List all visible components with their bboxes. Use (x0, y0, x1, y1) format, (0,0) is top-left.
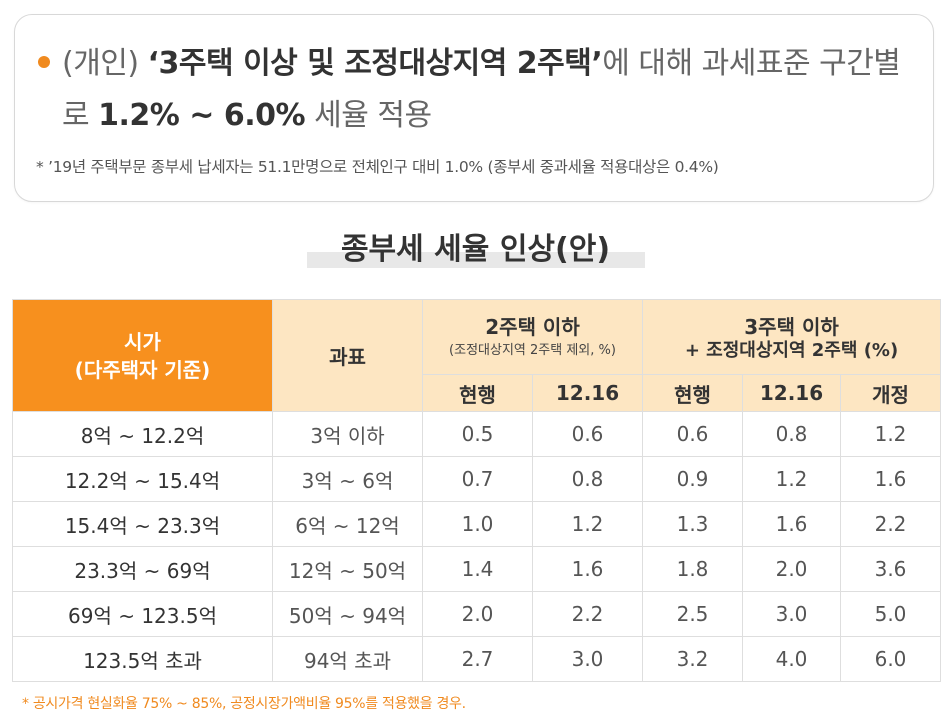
cell-base: 94억 초과 (272, 636, 423, 682)
headline-prefix: (개인) (62, 46, 148, 81)
cell-value: 0.7 (422, 456, 533, 502)
cell-value: 0.6 (532, 411, 643, 457)
header-group2: 3주택 이하 + 조정대상지역 2주택 (%) (641, 299, 942, 375)
table-title: 종부세 세율 인상(안) (340, 232, 611, 267)
cell-value: 1.0 (422, 501, 533, 547)
table-title-wrap: 종부세 세율 인상(안) (0, 224, 951, 268)
cell-value: 3.0 (532, 636, 643, 682)
cell-value: 1.2 (742, 456, 841, 502)
headline-rate: 1.2% ~ 6.0% (98, 98, 306, 133)
headline-middle: 에 대해 과세표준 구간별로 (62, 46, 901, 133)
header-base: 과표 (272, 299, 423, 412)
header-price-line2: (다주택자 기준) (74, 357, 211, 382)
headline: (개인) ‘3주택 이상 및 조정대상지역 2주택’에 대해 과세표준 구간별로… (62, 38, 927, 142)
bullet-dot-icon (38, 56, 50, 68)
cell-value: 1.4 (422, 546, 533, 592)
cell-value: 1.2 (839, 411, 942, 457)
group2-title: 3주택 이하 (744, 315, 839, 339)
tax-rate-table: 시가 (다주택자 기준) 과표 2주택 이하 (조정대상지역 2주택 제외, %… (12, 299, 942, 682)
cell-value: 6.0 (839, 636, 942, 682)
group2-subtitle: + 조정대상지역 2주택 (%) (684, 340, 899, 361)
cell-value: 2.2 (839, 501, 942, 547)
cell-value: 3.2 (642, 636, 743, 682)
cell-value: 2.7 (422, 636, 533, 682)
cell-base: 50억 ~ 94억 (272, 591, 423, 637)
headline-suffix: 세율 적용 (305, 98, 432, 133)
table-row: 69억 ~ 123.5억 50억 ~ 94억 2.0 2.2 2.5 3.0 5… (12, 591, 942, 637)
table-row: 12.2억 ~ 15.4억 3억 ~ 6억 0.7 0.8 0.9 1.2 1.… (12, 456, 942, 502)
table-row: 123.5억 초과 94억 초과 2.7 3.0 3.2 4.0 6.0 (12, 636, 942, 682)
headline-target: ‘3주택 이상 및 조정대상지역 2주택’ (147, 46, 603, 81)
cell-value: 0.9 (642, 456, 743, 502)
header-g2-revised: 개정 (839, 374, 942, 412)
cell-value: 3.6 (839, 546, 942, 592)
cell-value: 0.8 (532, 456, 643, 502)
cell-value: 3.0 (742, 591, 841, 637)
group1-title: 2주택 이하 (485, 315, 580, 339)
cell-base: 3억 ~ 6억 (272, 456, 423, 502)
cell-value: 2.0 (742, 546, 841, 592)
header-price: 시가 (다주택자 기준) (12, 299, 273, 412)
cell-value: 1.6 (839, 456, 942, 502)
table-row: 15.4억 ~ 23.3억 6억 ~ 12억 1.0 1.2 1.3 1.6 2… (12, 501, 942, 547)
cell-value: 1.6 (532, 546, 643, 592)
summary-box (14, 14, 934, 202)
cell-value: 2.0 (422, 591, 533, 637)
footnote-bottom: * 공시가격 현실화율 75% ~ 85%, 공정시장가액비율 95%를 적용했… (22, 696, 466, 712)
header-price-line1: 시가 (124, 329, 161, 354)
cell-value: 0.8 (742, 411, 841, 457)
cell-value: 0.5 (422, 411, 533, 457)
cell-value: 1.8 (642, 546, 743, 592)
cell-price: 8억 ~ 12.2억 (12, 411, 273, 457)
cell-price: 15.4억 ~ 23.3억 (12, 501, 273, 547)
table-row: 23.3억 ~ 69억 12억 ~ 50억 1.4 1.6 1.8 2.0 3.… (12, 546, 942, 592)
cell-value: 2.2 (532, 591, 643, 637)
header-g1-1216: 12.16 (532, 374, 643, 412)
footnote-top: * ’19년 주택부문 종부세 납세자는 51.1만명으로 전체인구 대비 1.… (36, 158, 719, 176)
cell-value: 1.3 (642, 501, 743, 547)
cell-base: 3억 이하 (272, 411, 423, 457)
cell-value: 0.6 (642, 411, 743, 457)
cell-value: 2.5 (642, 591, 743, 637)
cell-price: 123.5억 초과 (12, 636, 273, 682)
table-row: 8억 ~ 12.2억 3억 이하 0.5 0.6 0.6 0.8 1.2 (12, 411, 942, 457)
cell-price: 23.3억 ~ 69억 (12, 546, 273, 592)
cell-value: 1.6 (742, 501, 841, 547)
group1-subtitle: (조정대상지역 2주택 제외, %) (449, 343, 616, 358)
cell-price: 12.2억 ~ 15.4억 (12, 456, 273, 502)
header-g1-current: 현행 (422, 374, 533, 412)
cell-base: 6억 ~ 12억 (272, 501, 423, 547)
cell-price: 69억 ~ 123.5억 (12, 591, 273, 637)
header-g2-current: 현행 (642, 374, 743, 412)
cell-base: 12억 ~ 50억 (272, 546, 423, 592)
cell-value: 5.0 (839, 591, 942, 637)
cell-value: 1.2 (532, 501, 643, 547)
cell-value: 4.0 (742, 636, 841, 682)
header-g2-1216: 12.16 (742, 374, 841, 412)
header-group1: 2주택 이하 (조정대상지역 2주택 제외, %) (422, 299, 643, 375)
